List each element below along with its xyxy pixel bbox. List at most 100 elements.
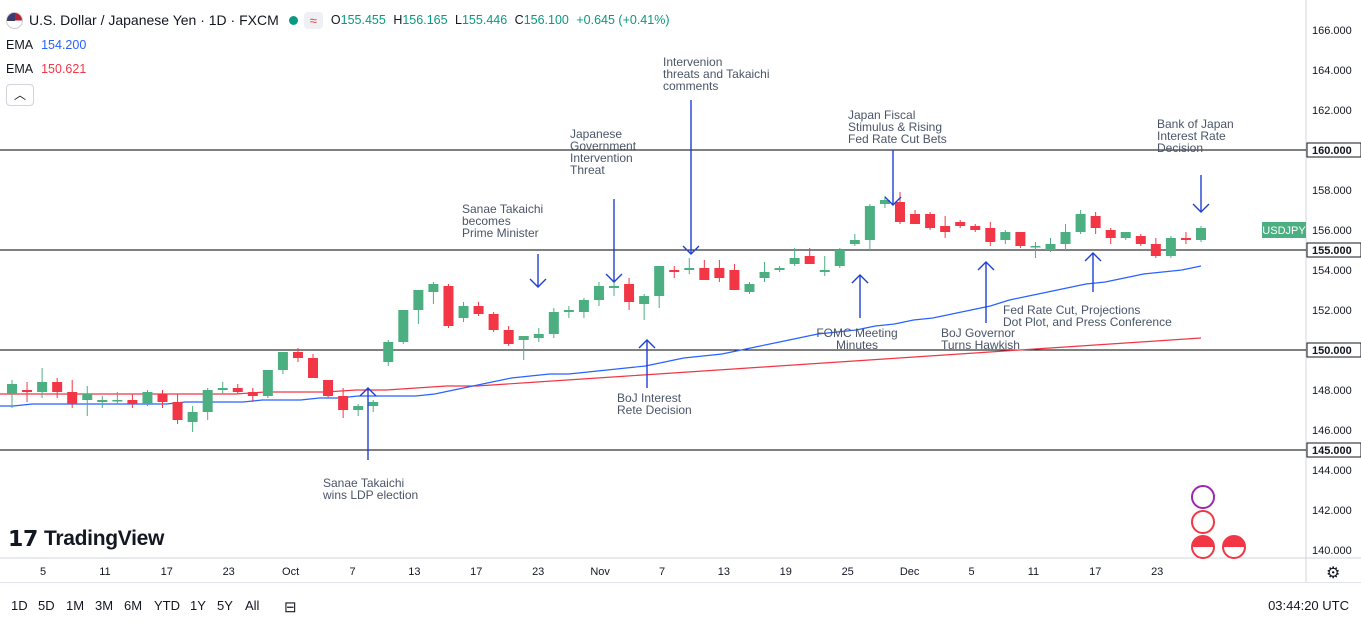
- arrow-fiscal-stimulus-head: [884, 196, 902, 206]
- candle-body: [1105, 230, 1116, 238]
- x-tick-label: Nov: [590, 566, 610, 578]
- arrow-boj-rete-head: [638, 339, 656, 349]
- x-tick-label: 17: [161, 566, 173, 578]
- candle-body: [217, 388, 228, 390]
- candle-body: [398, 310, 409, 342]
- plot-area: [0, 0, 1306, 558]
- arrow-boj-hawkish-head: [977, 261, 995, 271]
- data-source-pill[interactable]: ≈: [303, 11, 323, 29]
- x-tick-label: 7: [349, 566, 355, 578]
- x-tick-label: 13: [718, 566, 730, 578]
- candle-body: [684, 268, 695, 270]
- y-tick-label: 152.000: [1312, 305, 1352, 317]
- us-event-flag-icon[interactable]: [1191, 535, 1215, 559]
- range-5d[interactable]: 5D: [38, 598, 55, 613]
- candle-body: [774, 268, 785, 270]
- range-all[interactable]: All: [245, 598, 260, 613]
- candle-body: [202, 390, 213, 412]
- candle-body: [1165, 238, 1176, 256]
- y-tick-label: 166.000: [1312, 25, 1352, 37]
- candle-body: [22, 390, 33, 392]
- candle-body: [624, 284, 635, 302]
- bottom-toolbar: [0, 582, 1361, 631]
- x-tick-label: 5: [968, 566, 974, 578]
- date-range-icon[interactable]: ⊟: [284, 599, 297, 616]
- range-6m[interactable]: 6M: [124, 598, 143, 613]
- candle-body: [308, 358, 319, 378]
- range-3m[interactable]: 3M: [95, 598, 114, 613]
- y-tick-label: 140.000: [1312, 545, 1352, 557]
- candle-body: [353, 406, 364, 410]
- candle-body: [292, 352, 303, 358]
- candle-body: [7, 384, 17, 394]
- level-label-box: [1306, 142, 1361, 158]
- candle-body: [1180, 238, 1191, 240]
- candle-body: [1030, 246, 1041, 248]
- range-ytd[interactable]: YTD: [154, 598, 180, 613]
- gear-icon[interactable]: ⚙: [1326, 565, 1341, 582]
- x-tick-label: 11: [99, 566, 110, 578]
- candle-body: [744, 284, 755, 292]
- candle-body: [804, 256, 815, 264]
- level-label-box: [1306, 342, 1361, 358]
- note-fomc: FOMC Meeting Minutes: [816, 326, 897, 352]
- ema-legend-1[interactable]: EMA 154.200: [6, 38, 87, 52]
- y-tick-label: 154.000: [1312, 265, 1352, 277]
- arrow-fed-rate-cut-head: [1084, 252, 1102, 262]
- arrow-prime-minister-head: [529, 278, 547, 288]
- candle-body: [247, 392, 258, 396]
- candle-body: [1196, 228, 1206, 240]
- arrow-intervention-threat-head: [605, 273, 623, 283]
- price-chart[interactable]: 166.000 164.000 162.000 160.000 158.000 156.0…: [0, 0, 1361, 582]
- x-tick-label: 7: [659, 566, 665, 578]
- candle-body: [894, 202, 905, 222]
- arrow-intervention-comments-head: [682, 245, 700, 255]
- candle-body: [277, 352, 288, 370]
- note-boj-decision: Bank of Japan Interest Rate Decision: [1157, 117, 1234, 155]
- range-1m[interactable]: 1M: [66, 598, 85, 613]
- us-event-flag-icon-2[interactable]: [1222, 535, 1246, 559]
- candle-body: [1150, 244, 1161, 256]
- note-fed-rate-cut: Fed Rate Cut, Projections Dot Plot, and P…: [1003, 303, 1172, 329]
- y-tick-label: 144.000: [1312, 465, 1352, 477]
- range-5y[interactable]: 5Y: [217, 598, 233, 613]
- candle-body: [1075, 214, 1086, 232]
- ema-slow-line: [0, 337, 1202, 395]
- wave-icon: ≈: [309, 12, 317, 28]
- alert-icon[interactable]: [1191, 510, 1215, 534]
- collapse-legend-button[interactable]: ︿: [6, 84, 34, 106]
- candle-body: [729, 270, 740, 290]
- candle-body: [578, 300, 589, 312]
- symbol-tag-label: USDJPY: [1262, 225, 1306, 237]
- candle-body: [879, 200, 890, 204]
- chart-header: U.S. Dollar / Japanese Yen · 1D · FXCM ≈…: [6, 10, 669, 30]
- tradingview-logo: 𝟭𝟳 TradingView: [8, 526, 165, 551]
- candle-body: [127, 400, 138, 404]
- note-boj-rete: BoJ Interest Rete Decision: [617, 391, 692, 417]
- x-tick-label: 23: [1151, 566, 1163, 578]
- clock[interactable]: 03:44:20 UTC: [1268, 598, 1349, 613]
- candle-body: [639, 296, 650, 304]
- candle-body: [985, 228, 996, 242]
- candle-body: [1000, 232, 1011, 240]
- candle-body: [383, 342, 394, 362]
- events-icon[interactable]: [1191, 485, 1215, 509]
- candle-body: [82, 394, 93, 400]
- note-intervention-comments: Intervenion threats and Takaichi comments: [663, 55, 770, 93]
- candle-body: [458, 306, 469, 318]
- candle-body: [940, 226, 951, 232]
- y-tick-label: 156.000: [1312, 225, 1352, 237]
- y-tick-label: 155.000: [1312, 245, 1352, 257]
- x-tick-label: 13: [408, 566, 420, 578]
- ema-legend-2[interactable]: EMA 150.621: [6, 62, 87, 76]
- candle-body: [1045, 244, 1056, 250]
- candle-body: [37, 382, 48, 392]
- level-label-box: [1306, 242, 1361, 258]
- x-tick-label: Dec: [900, 566, 920, 578]
- candle-body: [669, 270, 680, 272]
- range-1y[interactable]: 1Y: [190, 598, 206, 613]
- range-1d[interactable]: 1D: [11, 598, 28, 613]
- symbol-title[interactable]: U.S. Dollar / Japanese Yen · 1D · FXCM: [29, 12, 279, 28]
- y-tick-label: 160.000: [1312, 145, 1352, 157]
- note-intervention-threat: Japanese Government Intervention Threat: [570, 127, 637, 177]
